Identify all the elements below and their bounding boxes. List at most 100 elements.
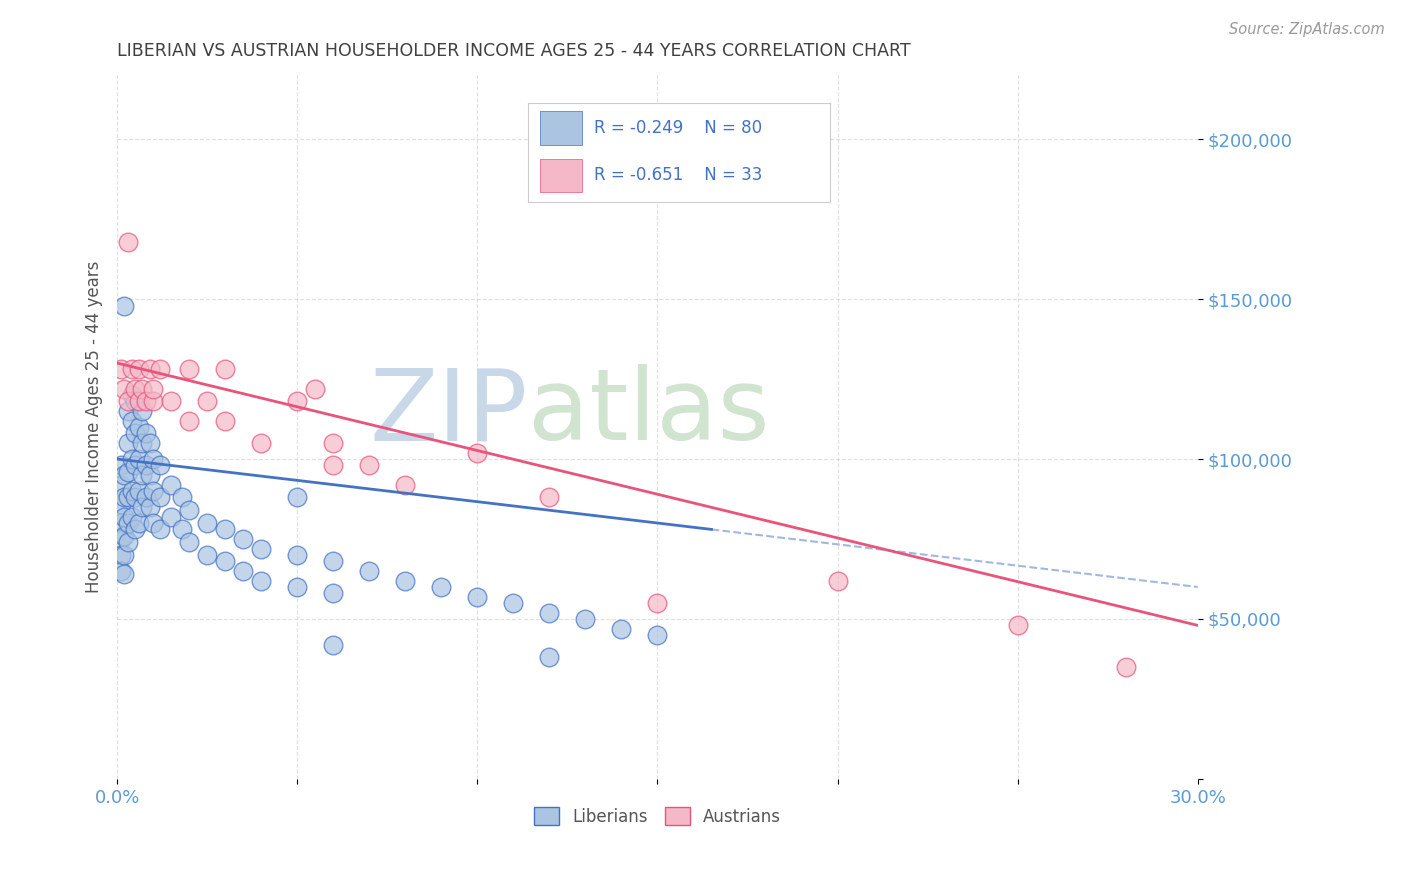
Point bbox=[322, 436, 344, 450]
Point bbox=[359, 564, 381, 578]
Point bbox=[112, 529, 135, 543]
Point bbox=[117, 535, 139, 549]
Y-axis label: Householder Income Ages 25 - 44 years: Householder Income Ages 25 - 44 years bbox=[86, 260, 103, 593]
Point bbox=[394, 477, 416, 491]
Point bbox=[121, 362, 143, 376]
Point bbox=[160, 509, 183, 524]
Point bbox=[1115, 660, 1137, 674]
Point bbox=[142, 382, 165, 396]
Point bbox=[359, 458, 381, 473]
Text: atlas: atlas bbox=[527, 365, 769, 461]
Point bbox=[232, 532, 254, 546]
Point bbox=[112, 491, 135, 505]
Point bbox=[502, 596, 524, 610]
Point bbox=[124, 491, 146, 505]
Point bbox=[128, 452, 150, 467]
Point bbox=[135, 491, 157, 505]
Point bbox=[124, 458, 146, 473]
Point bbox=[110, 516, 132, 530]
Point bbox=[322, 638, 344, 652]
Point bbox=[131, 382, 153, 396]
Point bbox=[110, 458, 132, 473]
Point bbox=[138, 500, 160, 514]
Point bbox=[112, 567, 135, 582]
Point bbox=[149, 523, 172, 537]
Point bbox=[110, 532, 132, 546]
Point bbox=[467, 590, 489, 604]
Point bbox=[121, 414, 143, 428]
Point bbox=[160, 477, 183, 491]
Point bbox=[538, 491, 561, 505]
Point bbox=[112, 509, 135, 524]
Point bbox=[128, 362, 150, 376]
Point bbox=[124, 523, 146, 537]
Point bbox=[195, 394, 218, 409]
Point bbox=[121, 483, 143, 498]
Point bbox=[538, 650, 561, 665]
Point bbox=[285, 548, 308, 562]
Legend: Liberians, Austrians: Liberians, Austrians bbox=[526, 799, 789, 834]
Point bbox=[112, 468, 135, 483]
Point bbox=[121, 509, 143, 524]
Point bbox=[170, 523, 193, 537]
Point bbox=[322, 458, 344, 473]
Point bbox=[394, 574, 416, 588]
Point bbox=[124, 394, 146, 409]
Point bbox=[647, 628, 669, 642]
Point bbox=[142, 516, 165, 530]
Point bbox=[131, 404, 153, 418]
Point bbox=[179, 503, 201, 517]
Point bbox=[110, 477, 132, 491]
Point bbox=[232, 564, 254, 578]
Point bbox=[322, 586, 344, 600]
Point bbox=[117, 516, 139, 530]
Point bbox=[121, 388, 143, 402]
Point bbox=[304, 382, 326, 396]
Point bbox=[117, 436, 139, 450]
Point bbox=[430, 580, 453, 594]
Point bbox=[160, 394, 183, 409]
Point bbox=[128, 394, 150, 409]
Point bbox=[285, 580, 308, 594]
Point bbox=[142, 452, 165, 467]
Point bbox=[117, 235, 139, 249]
Point bbox=[135, 426, 157, 441]
Point bbox=[214, 554, 236, 568]
Point bbox=[285, 491, 308, 505]
Point bbox=[124, 426, 146, 441]
Point bbox=[112, 548, 135, 562]
Point bbox=[117, 394, 139, 409]
Point bbox=[827, 574, 849, 588]
Point bbox=[250, 541, 273, 556]
Point bbox=[322, 554, 344, 568]
Point bbox=[149, 362, 172, 376]
Point bbox=[538, 606, 561, 620]
Point bbox=[142, 483, 165, 498]
Point bbox=[128, 420, 150, 434]
Point bbox=[179, 414, 201, 428]
Point bbox=[138, 436, 160, 450]
Point bbox=[149, 491, 172, 505]
Point bbox=[610, 622, 633, 636]
Point bbox=[131, 468, 153, 483]
Point bbox=[1007, 618, 1029, 632]
Point bbox=[110, 564, 132, 578]
Point bbox=[195, 548, 218, 562]
Point bbox=[112, 382, 135, 396]
Point bbox=[138, 362, 160, 376]
Point bbox=[138, 468, 160, 483]
Point bbox=[250, 436, 273, 450]
Point bbox=[647, 596, 669, 610]
Text: ZIP: ZIP bbox=[370, 365, 527, 461]
Point bbox=[135, 458, 157, 473]
Point bbox=[467, 445, 489, 459]
Point bbox=[285, 394, 308, 409]
Point bbox=[131, 436, 153, 450]
Point bbox=[214, 523, 236, 537]
Point bbox=[117, 491, 139, 505]
Point bbox=[117, 404, 139, 418]
Point bbox=[124, 382, 146, 396]
Point bbox=[110, 362, 132, 376]
Point bbox=[142, 394, 165, 409]
Point bbox=[128, 483, 150, 498]
